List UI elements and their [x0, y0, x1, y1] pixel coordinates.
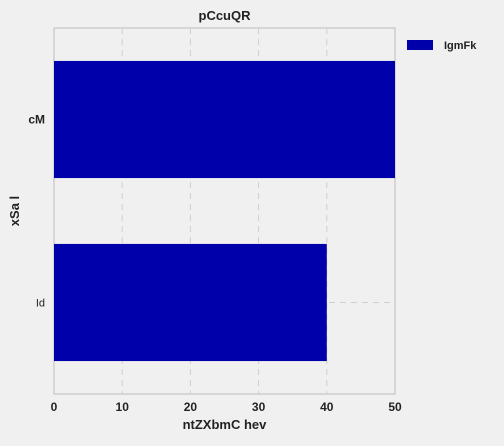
bar-cm	[54, 60, 395, 179]
bar-id	[54, 243, 327, 362]
x-axis-ticks: 0 10 20 30 40 50	[51, 400, 402, 414]
x-tick-label: 10	[116, 400, 130, 414]
bars	[54, 60, 395, 362]
legend: IgmFk	[407, 40, 477, 52]
legend-swatch-igmfk	[407, 40, 433, 50]
x-axis-label: ntZXbmC hev	[183, 417, 268, 432]
x-tick-label: 20	[184, 400, 198, 414]
y-axis-ticks: cM Id	[28, 113, 45, 310]
x-tick-label: 50	[388, 400, 402, 414]
y-tick-label: Id	[36, 298, 45, 310]
chart-title: pCcuQR	[199, 8, 252, 23]
legend-label-igmfk: IgmFk	[444, 40, 477, 52]
x-tick-label: 40	[320, 400, 334, 414]
y-tick-label: cM	[28, 113, 45, 127]
x-tick-label: 0	[51, 400, 58, 414]
x-tick-label: 30	[252, 400, 266, 414]
y-axis-label: xSa l	[7, 196, 22, 226]
